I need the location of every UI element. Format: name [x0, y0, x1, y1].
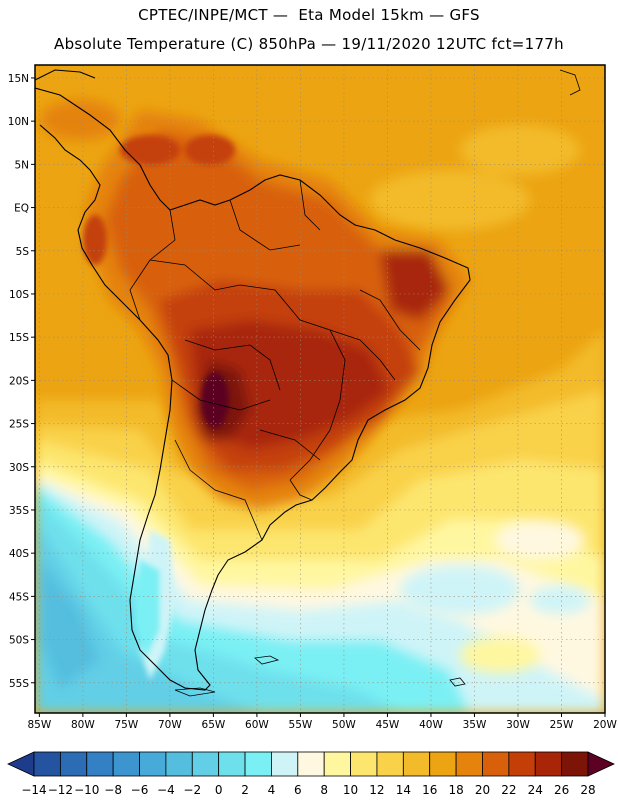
colorbar-label: 8 — [320, 783, 328, 797]
title-line-2: Absolute Temperature (C) 850hPa — 19/11/… — [54, 35, 564, 53]
lat-label: 55S — [9, 678, 29, 690]
colorbar-swatch — [218, 751, 246, 777]
colorbar-swatch — [297, 751, 325, 777]
title-line-1: CPTEC/INPE/MCT — Eta Model 15km — GFS — [138, 6, 480, 24]
lat-label: 25S — [9, 419, 29, 431]
lat-label: 30S — [9, 462, 29, 474]
colorbar-swatch — [455, 751, 483, 777]
lon-label: 40W — [419, 719, 443, 731]
lat-label: 10S — [9, 289, 29, 301]
lon-label: 35W — [463, 719, 487, 731]
lon-label: 80W — [71, 719, 95, 731]
colorbar-label: 10 — [343, 783, 358, 797]
lat-label: 15N — [8, 73, 29, 85]
colorbar-label: −10 — [74, 783, 99, 797]
colorbar-label: 24 — [528, 783, 543, 797]
colorbar-label: 6 — [294, 783, 302, 797]
colorbar-swatch — [402, 751, 431, 777]
colorbar-swatch — [191, 751, 220, 777]
temperature-field — [35, 65, 605, 713]
colorbar-swatch — [561, 751, 589, 777]
lon-label: 55W — [289, 719, 313, 731]
islands — [174, 69, 581, 697]
colorbar-label: 18 — [448, 783, 463, 797]
colorbar-swatch — [271, 751, 299, 777]
lon-label: 30W — [506, 719, 530, 731]
coastline — [35, 69, 471, 691]
colorbar-swatch — [244, 751, 272, 777]
lon-label: 50W — [332, 719, 356, 731]
colorbar-label: 14 — [396, 783, 411, 797]
country-borders — [129, 179, 421, 541]
longitude-labels: 85W 80W 75W 70W 65W 60W 55W 50W 45W 40W 35W 30W 25W 2… — [27, 713, 617, 731]
map-frame — [34, 64, 606, 714]
colorbar-swatch — [165, 751, 193, 777]
colorbar-label: 12 — [369, 783, 384, 797]
lon-label: 20W — [593, 719, 617, 731]
colorbar-label: −4 — [157, 783, 175, 797]
colorbar-label: 20 — [475, 783, 490, 797]
colorbar-swatch — [59, 751, 88, 777]
colorbar-label: −2 — [183, 783, 201, 797]
colorbar-swatch — [323, 751, 351, 777]
lat-label: 5S — [16, 246, 30, 258]
lat-label: 15S — [9, 332, 29, 344]
colorbar-label: 16 — [422, 783, 437, 797]
colorbar-min-arrow — [7, 751, 35, 777]
lat-lon-grid — [35, 65, 605, 713]
lon-label: 85W — [27, 719, 51, 731]
colorbar-swatch — [508, 751, 536, 777]
colorbar-swatch — [350, 751, 378, 777]
colorbar-label: 0 — [215, 783, 223, 797]
colorbar-label: 22 — [501, 783, 516, 797]
lat-label: 45S — [9, 591, 29, 603]
colorbar — [7, 751, 615, 777]
lon-label: 60W — [245, 719, 269, 731]
colorbar-swatch — [33, 751, 61, 777]
lat-label: 35S — [9, 505, 29, 517]
colorbar-label: −8 — [104, 783, 122, 797]
colorbar-label: 2 — [241, 783, 249, 797]
lon-label: 65W — [202, 719, 226, 731]
colorbar-swatch — [112, 751, 140, 777]
lat-label: 10N — [8, 116, 29, 128]
latitude-labels: 15N 10N 5N EQ 5S 10S 15S 20S 25S 30S 35S 40S 45S 50S 5… — [8, 73, 35, 690]
colorbar-label: −6 — [131, 783, 149, 797]
lat-label: EQ — [14, 203, 29, 215]
lon-label: 70W — [158, 719, 182, 731]
colorbar-label: 4 — [268, 783, 276, 797]
lat-label: 40S — [9, 548, 29, 560]
lat-label: 5N — [14, 159, 29, 171]
colorbar-max-arrow — [587, 751, 615, 777]
colorbar-swatch — [376, 751, 404, 777]
colorbar-swatch — [86, 751, 114, 777]
colorbar-label: −14 — [21, 783, 46, 797]
colorbar-swatch — [139, 751, 167, 777]
colorbar-swatch — [429, 751, 457, 777]
colorbar-swatch — [534, 751, 563, 777]
lon-label: 25W — [550, 719, 574, 731]
lat-label: 20S — [9, 375, 29, 387]
colorbar-label: 26 — [554, 783, 569, 797]
lat-label: 50S — [9, 635, 29, 647]
lon-label: 75W — [114, 719, 138, 731]
colorbar-swatch — [482, 751, 510, 777]
lon-label: 45W — [376, 719, 400, 731]
colorbar-label: −12 — [48, 783, 73, 797]
colorbar-labels: −14 −12 −10 −8 −6 −4 −2 0 2 4 6 8 10 12 14 16 18 20 22 24 26… — [21, 783, 595, 797]
colorbar-label: 28 — [580, 783, 595, 797]
